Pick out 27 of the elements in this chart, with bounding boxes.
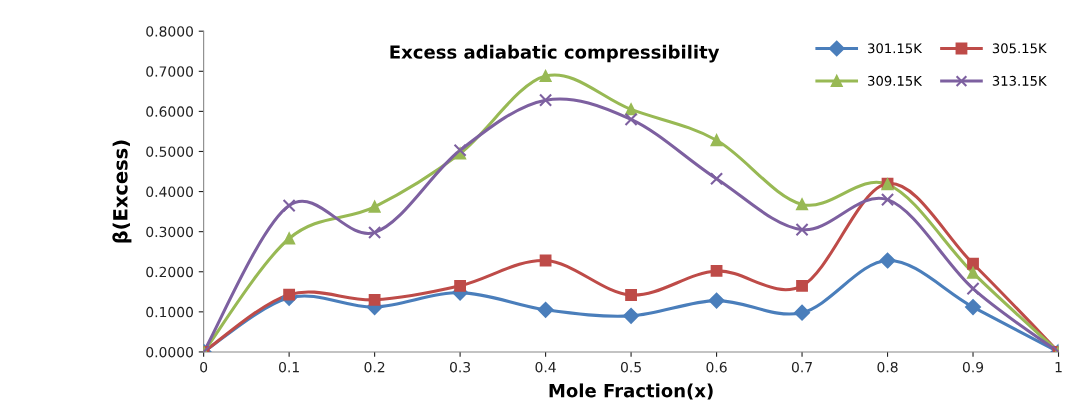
x-tick-label: 0.1 [279,361,299,373]
y-tick-label: 0.2000 [146,266,193,278]
x-tick-label: 0 [200,361,208,373]
x-tick-label: 0.8 [877,361,898,373]
x-tick-label: 1 [1055,362,1062,373]
x-tick-label: 0.6 [706,361,727,373]
y-tick-label: 0.1000 [146,306,193,318]
y-tick-label: 0.8000 [146,26,193,37]
x-tick-label: 0.2 [364,361,385,373]
x-tick-label: 0.3 [449,361,471,373]
y-tick-label: 0.6000 [146,106,193,117]
y-tick-label: 0.0000 [146,346,193,358]
y-tick-label: 0.7000 [146,66,193,77]
x-tick-label: 0.9 [962,361,984,373]
legend-label: 301.15K [868,43,923,54]
x-tick-label: 0.5 [620,361,641,373]
y-tick-label: 0.3000 [146,226,193,238]
legend-label: 309.15K [868,75,923,86]
y-tick-label: 0.5000 [146,146,193,157]
x-axis-title: Mole Fraction(x) [549,383,713,400]
text: Excess adiabatic compressibility [390,44,720,63]
y-tick-label: 0.4000 [146,186,193,198]
legend-label: 305.15K [992,43,1047,54]
y-axis-title: β(Excess) [112,140,132,243]
x-tick-label: 0.4 [535,361,556,373]
legend-label: 313.15K [992,75,1047,86]
x-tick-label: 0.7 [791,361,812,373]
